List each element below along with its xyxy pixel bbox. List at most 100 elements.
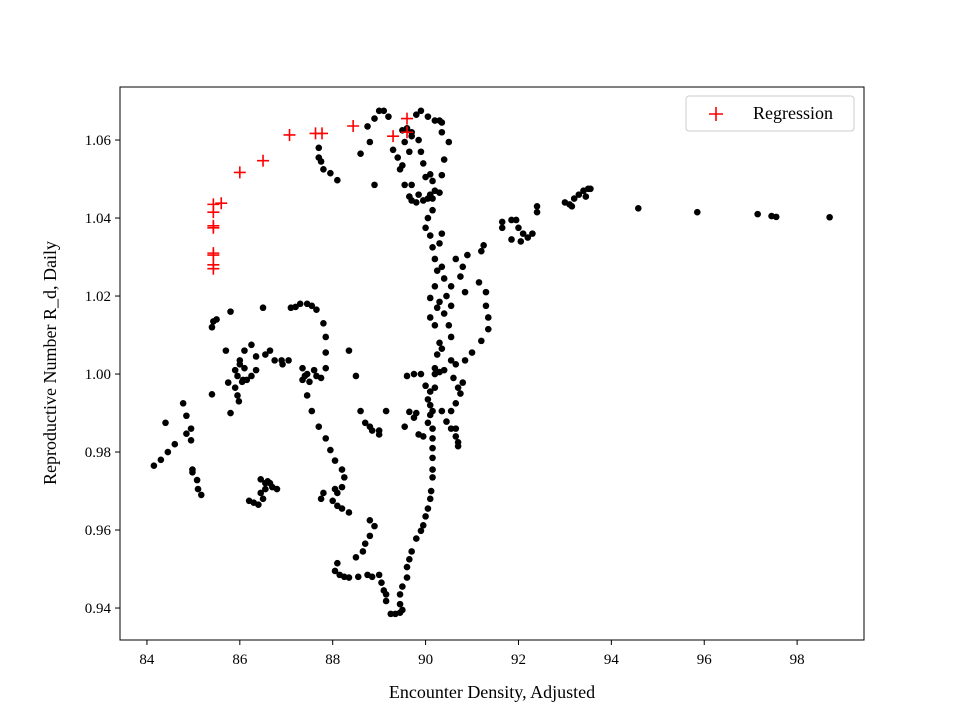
data-point bbox=[271, 357, 278, 364]
data-point bbox=[378, 579, 385, 586]
data-point bbox=[447, 333, 455, 341]
data-point bbox=[179, 399, 187, 407]
data-point bbox=[262, 485, 269, 493]
data-point bbox=[266, 347, 274, 354]
regression-point bbox=[207, 247, 220, 260]
data-point bbox=[452, 360, 460, 368]
data-point bbox=[459, 379, 467, 386]
data-point bbox=[429, 243, 436, 251]
y-tick-label: 0.96 bbox=[85, 523, 112, 539]
data-point bbox=[634, 204, 642, 212]
data-point bbox=[445, 138, 453, 146]
regression-point bbox=[401, 126, 414, 139]
y-tick-label: 0.98 bbox=[85, 445, 111, 461]
data-point bbox=[433, 351, 441, 358]
regression-point bbox=[215, 197, 228, 210]
data-point bbox=[301, 372, 309, 380]
plot-marks bbox=[150, 107, 833, 618]
data-point bbox=[171, 440, 179, 448]
data-point bbox=[234, 392, 241, 399]
data-point bbox=[241, 364, 248, 372]
regression-point bbox=[387, 130, 400, 143]
data-point bbox=[529, 230, 536, 237]
y-tick-label: 1.02 bbox=[85, 289, 111, 305]
data-point bbox=[382, 407, 390, 415]
data-point bbox=[419, 522, 427, 529]
data-point bbox=[412, 111, 420, 118]
data-point bbox=[299, 364, 306, 372]
data-point bbox=[450, 374, 457, 382]
data-point bbox=[403, 563, 411, 571]
data-point bbox=[478, 337, 485, 345]
data-point bbox=[306, 378, 313, 386]
data-point bbox=[320, 489, 327, 497]
data-point bbox=[262, 351, 269, 358]
data-point bbox=[429, 474, 436, 481]
data-point bbox=[338, 483, 346, 491]
data-point bbox=[189, 469, 196, 476]
y-tick-label: 1.06 bbox=[85, 133, 112, 149]
data-point bbox=[259, 495, 267, 503]
data-point bbox=[568, 203, 576, 210]
data-point bbox=[445, 321, 453, 329]
data-point bbox=[440, 156, 448, 163]
data-point bbox=[440, 275, 448, 282]
data-point bbox=[533, 208, 541, 216]
data-point bbox=[320, 320, 327, 327]
data-point bbox=[422, 224, 429, 232]
data-point bbox=[438, 407, 446, 415]
data-point bbox=[459, 263, 467, 271]
x-tick-label: 86 bbox=[232, 652, 248, 668]
data-point bbox=[322, 333, 330, 341]
data-point bbox=[224, 379, 232, 386]
data-point bbox=[327, 446, 334, 454]
data-point bbox=[484, 325, 492, 333]
data-point bbox=[213, 316, 220, 323]
data-point bbox=[303, 392, 311, 399]
data-point bbox=[426, 388, 434, 395]
plot-area-frame bbox=[119, 86, 865, 641]
data-point bbox=[371, 181, 378, 189]
data-point bbox=[429, 454, 436, 462]
data-point bbox=[440, 366, 448, 374]
data-point bbox=[408, 548, 415, 555]
data-point bbox=[279, 360, 286, 368]
data-point bbox=[338, 466, 346, 473]
data-point bbox=[415, 136, 422, 144]
data-point bbox=[422, 382, 429, 390]
data-point bbox=[331, 457, 339, 464]
data-point bbox=[429, 444, 436, 452]
data-point bbox=[380, 107, 388, 115]
data-point bbox=[401, 423, 408, 430]
data-point bbox=[257, 489, 265, 497]
data-point bbox=[478, 247, 485, 255]
data-point bbox=[424, 505, 432, 512]
x-tick-label: 84 bbox=[139, 652, 155, 668]
data-point bbox=[403, 574, 411, 581]
data-point bbox=[320, 165, 327, 173]
data-point bbox=[443, 418, 450, 425]
data-point bbox=[403, 372, 411, 380]
data-point bbox=[243, 376, 251, 384]
data-point bbox=[436, 240, 443, 247]
data-point bbox=[285, 357, 292, 364]
regression-point bbox=[401, 112, 414, 125]
data-point bbox=[236, 357, 244, 364]
regression-point bbox=[347, 119, 360, 132]
data-point bbox=[375, 107, 383, 115]
data-point bbox=[426, 232, 434, 239]
data-point bbox=[382, 591, 390, 598]
data-point bbox=[429, 435, 436, 442]
data-point bbox=[234, 372, 241, 380]
data-point bbox=[399, 606, 406, 614]
data-point bbox=[429, 195, 436, 202]
data-point bbox=[431, 364, 439, 372]
data-point bbox=[193, 476, 201, 484]
data-point bbox=[352, 554, 360, 561]
data-point bbox=[517, 238, 525, 245]
data-point bbox=[164, 448, 172, 456]
data-point bbox=[313, 306, 320, 313]
data-point bbox=[475, 279, 483, 286]
data-point bbox=[427, 487, 435, 495]
data-point bbox=[368, 573, 376, 581]
